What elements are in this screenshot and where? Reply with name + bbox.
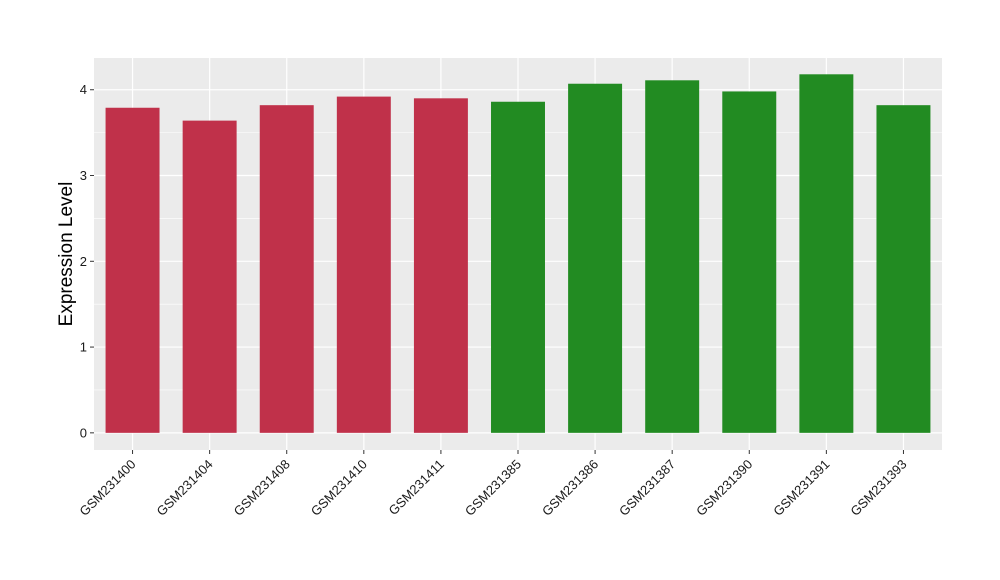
bar xyxy=(876,105,931,433)
bar xyxy=(722,91,777,433)
y-tick-label: 3 xyxy=(80,168,87,183)
x-tick-label: GSM231391 xyxy=(770,457,832,519)
x-tick-label: GSM231408 xyxy=(231,457,293,519)
x-axis: GSM231400 GSM231404 GSM231408 GSM231410 GSM2… xyxy=(76,450,910,519)
bar xyxy=(336,96,391,433)
bar xyxy=(491,101,545,433)
y-tick-label: 2 xyxy=(80,254,87,269)
y-axis-title: Expression Level xyxy=(56,182,77,327)
bar xyxy=(799,74,854,433)
x-tick-label: GSM231411 xyxy=(385,457,447,519)
x-tick-label: GSM231400 xyxy=(76,457,138,519)
x-tick-label: GSM231387 xyxy=(616,457,678,519)
x-tick-label: GSM231390 xyxy=(693,457,755,519)
x-tick-label: GSM231393 xyxy=(847,457,909,519)
bar xyxy=(413,98,468,433)
y-axis: 0 1 2 3 4 xyxy=(80,82,94,440)
x-tick-label: GSM231386 xyxy=(539,457,601,519)
bar xyxy=(182,120,237,433)
x-tick-label: GSM231410 xyxy=(308,457,370,519)
bars xyxy=(105,74,931,433)
y-tick-label: 0 xyxy=(80,425,87,440)
bar xyxy=(645,80,700,433)
bar xyxy=(568,83,623,433)
y-tick-label: 1 xyxy=(80,340,87,355)
x-tick-label: GSM231385 xyxy=(462,457,524,519)
y-tick-label: 4 xyxy=(80,82,87,97)
bar xyxy=(259,105,314,433)
x-tick-label: GSM231404 xyxy=(154,457,216,519)
bar xyxy=(105,107,160,433)
